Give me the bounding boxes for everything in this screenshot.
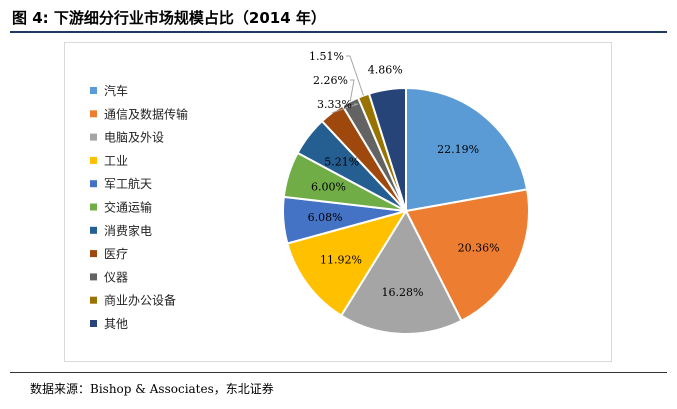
pie-slice-4	[286, 209, 409, 317]
chart-plot-area	[64, 42, 612, 362]
legend-swatch-11	[90, 320, 97, 327]
source-rule	[10, 372, 667, 373]
legend-swatch-6	[90, 203, 97, 211]
pie-slice-1	[405, 86, 529, 213]
legend-label-7: 消费家电	[104, 223, 152, 238]
pie-slice-11	[367, 86, 407, 212]
legend-label-2: 通信及数据传输	[104, 106, 188, 121]
legend-swatch-8	[90, 250, 97, 258]
legend-swatch-1	[90, 87, 97, 94]
data-label-7: 5.21%	[324, 156, 359, 169]
legend-label-1: 汽车	[104, 83, 128, 98]
data-label-6: 6.00%	[311, 181, 346, 194]
data-label-4: 11.92%	[320, 254, 362, 267]
legend-swatch-5	[90, 180, 97, 188]
pie-slice-2	[404, 188, 530, 323]
legend-label-11: 其他	[104, 317, 128, 331]
figure-title: 图 4: 下游细分行业市场规模占比（2014 年）	[12, 9, 326, 27]
legend-label-8: 医疗	[104, 247, 128, 261]
legend-label-9: 仪器	[104, 270, 128, 284]
data-label-3: 16.28%	[382, 286, 424, 299]
legend-swatch-2	[90, 110, 97, 118]
legend-swatch-4	[90, 156, 97, 164]
data-label-11: 4.86%	[368, 64, 403, 77]
title-rule	[10, 31, 667, 33]
leader-line-10	[346, 55, 364, 96]
legend-label-10: 商业办公设备	[104, 293, 176, 308]
legend-swatch-3	[90, 133, 97, 141]
legend-swatch-7	[90, 226, 97, 234]
data-label-5: 6.08%	[308, 211, 343, 224]
data-label-8: 3.33%	[317, 98, 352, 111]
legend-label-4: 工业	[104, 154, 128, 168]
leader-line-9	[349, 79, 355, 102]
leader-line-8	[331, 103, 359, 114]
legend-swatch-9	[90, 273, 97, 281]
data-label-9: 2.26%	[313, 74, 348, 87]
data-label-2: 20.36%	[458, 241, 500, 254]
data-label-10: 1.51%	[309, 50, 344, 63]
legend-swatch-10	[90, 296, 97, 304]
pie-slice-3	[339, 208, 463, 335]
source-note: 数据来源：Bishop & Associates，东北证券	[30, 382, 274, 396]
data-label-1: 22.19%	[437, 143, 479, 156]
legend-label-5: 军工航天	[104, 176, 152, 191]
legend-label-6: 交通运输	[104, 200, 152, 215]
legend-label-3: 电脑及外设	[104, 131, 164, 145]
